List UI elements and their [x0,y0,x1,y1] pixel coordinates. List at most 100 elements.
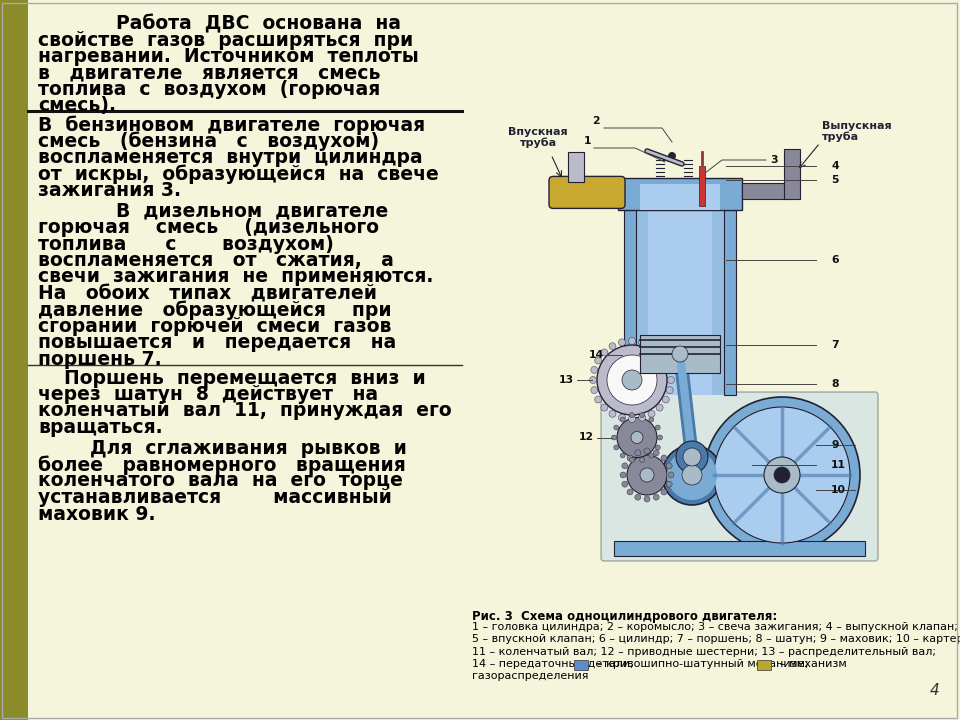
Circle shape [609,410,616,418]
Circle shape [622,463,628,469]
Text: маховик 9.: маховик 9. [38,505,156,523]
Circle shape [589,377,596,384]
Circle shape [595,357,602,364]
Circle shape [667,377,675,384]
Text: 14 – передаточные детали;: 14 – передаточные детали; [472,659,640,669]
Circle shape [653,494,660,500]
Text: топлива  с  воздухом  (горючая: топлива с воздухом (горючая [38,80,380,99]
Circle shape [618,339,625,346]
Circle shape [638,414,645,421]
Circle shape [682,465,702,485]
Circle shape [590,366,598,374]
Text: от  искры,  образующейся  на  свече: от искры, образующейся на свече [38,164,439,184]
Circle shape [704,397,860,553]
Circle shape [666,481,672,487]
Circle shape [639,413,644,418]
Text: В  бензиновом  двигателе  горючая: В бензиновом двигателе горючая [38,115,425,135]
Circle shape [613,425,619,430]
Circle shape [612,435,616,440]
Circle shape [648,410,655,418]
Circle shape [668,152,676,160]
Text: 6: 6 [831,255,839,265]
Circle shape [683,448,701,466]
Bar [636,210,648,395]
Text: На   обоих   типах   двигателей: На обоих типах двигателей [38,284,377,303]
Circle shape [658,435,662,440]
Bar [757,660,771,670]
Text: свечи  зажигания  не  применяются.: свечи зажигания не применяются. [38,268,433,287]
Text: через  шатун  8  действует   на: через шатун 8 действует на [38,385,378,404]
Text: – механизм: – механизм [773,659,847,669]
Circle shape [595,396,602,403]
Text: Выпускная: Выпускная [822,121,892,131]
Circle shape [672,346,688,362]
Text: труба: труба [519,138,557,148]
Circle shape [601,404,608,411]
Circle shape [635,450,641,456]
Circle shape [653,450,660,456]
Text: 8: 8 [831,379,838,389]
Circle shape [644,496,650,502]
Bar [712,210,724,395]
Circle shape [635,494,641,500]
Text: зажигания 3.: зажигания 3. [38,181,181,200]
Text: Поршень  перемещается  вниз  и: Поршень перемещается вниз и [38,369,425,387]
Text: 4: 4 [831,161,839,171]
Circle shape [656,404,663,411]
Text: воспламеняется  внутри  цилиндра: воспламеняется внутри цилиндра [38,148,422,167]
Bar [614,541,865,556]
Text: 11 – коленчатый вал; 12 – приводные шестерни; 13 – распределительный вал;: 11 – коленчатый вал; 12 – приводные шест… [472,647,936,657]
Text: вращаться.: вращаться. [38,418,162,437]
Circle shape [644,448,650,454]
Circle shape [662,357,669,364]
Bar [568,153,584,182]
Circle shape [666,366,673,374]
Circle shape [627,455,633,461]
Text: 9: 9 [831,440,838,450]
Text: 5: 5 [831,175,838,185]
Text: Работа  ДВС  основана  на: Работа ДВС основана на [38,14,401,33]
Text: поршень 7.: поршень 7. [38,350,161,369]
Circle shape [613,445,619,450]
Bar [574,660,588,670]
Circle shape [622,370,642,390]
Bar [640,184,720,210]
Bar [618,178,742,210]
Text: более   равномерного   вращения: более равномерного вращения [38,455,406,474]
Text: свойстве  газов  расширяться  при: свойстве газов расширяться при [38,30,413,50]
Circle shape [656,349,663,356]
Circle shape [662,396,669,403]
Text: Рис. 3  Схема одноцилиндрового двигателя:: Рис. 3 Схема одноцилиндрового двигателя: [472,610,778,623]
Circle shape [620,472,626,478]
Bar [0,0,28,720]
Circle shape [630,413,635,418]
Circle shape [617,418,657,457]
Circle shape [597,345,667,415]
Circle shape [714,407,850,543]
Text: воспламеняется   от   сжатия,   а: воспламеняется от сжатия, а [38,251,394,270]
Text: – кривошипно-шатунный механизм;: – кривошипно-шатунный механизм; [590,659,816,669]
Circle shape [630,457,635,462]
Circle shape [666,387,673,394]
Circle shape [668,472,674,478]
Text: 2: 2 [592,116,600,126]
Circle shape [661,455,667,461]
FancyBboxPatch shape [601,392,878,561]
Circle shape [609,343,616,350]
Circle shape [648,343,655,350]
Text: топлива      с       воздухом): топлива с воздухом) [38,235,334,253]
Text: 13: 13 [559,375,574,385]
Text: 1: 1 [584,136,591,146]
Text: коленчатый  вал  11,  принуждая  его: коленчатый вал 11, принуждая его [38,402,451,420]
FancyBboxPatch shape [549,176,625,208]
Circle shape [662,445,722,505]
Circle shape [640,468,654,482]
Circle shape [649,417,654,422]
Text: 11: 11 [831,460,846,470]
Text: смесь).: смесь). [38,96,116,115]
Text: горючая    смесь    (дизельного: горючая смесь (дизельного [38,218,379,237]
Circle shape [656,445,660,450]
Bar [724,210,736,395]
Bar [636,210,724,395]
Bar [742,183,792,199]
